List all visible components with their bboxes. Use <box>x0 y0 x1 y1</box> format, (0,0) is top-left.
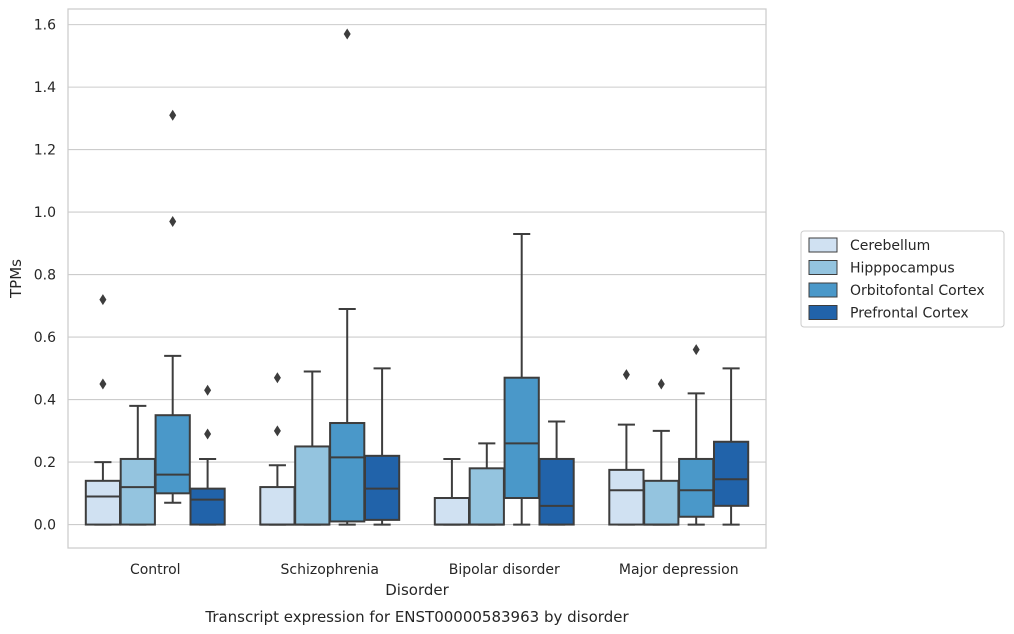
legend-label: Orbitofontal Cortex <box>850 283 985 299</box>
outlier-point <box>692 344 700 356</box>
outlier-point <box>273 372 281 384</box>
box-iqr <box>294 445 331 526</box>
box-iqr <box>503 376 540 500</box>
box-orbitofontal-cortex <box>154 109 191 504</box>
box-orbitofontal-cortex <box>503 232 540 526</box>
outlier-point <box>99 294 107 306</box>
y-tick-label: 1.4 <box>34 80 56 96</box>
y-tick-label: 0.6 <box>34 330 56 346</box>
box-iqr <box>433 497 471 526</box>
legend-label: Hipppocampus <box>850 261 955 277</box>
box-hipppocampus <box>643 378 680 526</box>
box-iqr <box>329 422 366 523</box>
box-iqr <box>678 457 715 518</box>
legend-frame <box>800 230 1005 328</box>
box-iqr <box>119 457 156 526</box>
box-iqr <box>538 457 575 526</box>
legend-swatch <box>808 260 838 275</box>
y-tick-label: 0.0 <box>34 518 56 534</box>
box-iqr <box>608 468 645 526</box>
y-axis-label: TPMs <box>7 259 25 299</box>
outlier-point <box>169 109 177 121</box>
y-axis-ticks: 0.0 0.2 0.4 0.6 0.8 1.0 1.2 1.4 1.6 <box>34 18 56 534</box>
y-tick-label: 1.6 <box>34 18 56 34</box>
box-iqr <box>468 467 505 526</box>
legend-swatch <box>808 237 838 253</box>
box-cerebellum <box>259 372 296 526</box>
box-orbitofontal-cortex <box>329 28 366 526</box>
box-iqr <box>189 487 226 526</box>
boxes <box>84 28 750 526</box>
x-axis-label: Disorder <box>385 581 449 599</box>
x-tick-label: Bipolar disorder <box>449 562 560 578</box>
box-hipppocampus <box>294 370 331 526</box>
legend-swatch <box>808 282 838 298</box>
y-tick-label: 0.2 <box>34 455 56 471</box>
box-hipppocampus <box>468 442 505 526</box>
y-tick-label: 0.4 <box>34 393 56 409</box>
outlier-point <box>99 378 107 390</box>
x-axis-ticks: Control Schizophrenia Bipolar disorder Majo… <box>130 562 739 578</box>
box-iqr <box>712 440 750 507</box>
box-iqr <box>259 486 296 526</box>
box-prefrontal-cortex <box>363 367 401 526</box>
outlier-point <box>169 215 177 227</box>
legend-label: Prefrontal Cortex <box>850 306 969 322</box>
plot-frame <box>67 8 767 549</box>
box-prefrontal-cortex <box>712 367 750 526</box>
outlier-point <box>622 369 630 381</box>
box-prefrontal-cortex <box>189 384 226 526</box>
legend: Cerebellum Hipppocampus Orbitofontal Corte… <box>800 230 1005 328</box>
box-iqr <box>84 479 122 526</box>
box-cerebellum <box>608 369 645 526</box>
outlier-point <box>273 425 281 437</box>
x-tick-label: Major depression <box>619 562 739 578</box>
legend-swatch <box>808 305 838 320</box>
legend-label: Cerebellum <box>850 238 930 254</box>
outlier-point <box>343 28 351 40</box>
box-iqr <box>643 479 680 526</box>
outlier-point <box>204 428 212 440</box>
box-hipppocampus <box>119 404 156 526</box>
y-tick-label: 1.0 <box>34 205 56 221</box>
box-cerebellum <box>84 294 122 526</box>
y-tick-label: 1.2 <box>34 143 56 159</box>
outlier-point <box>657 378 665 390</box>
box-prefrontal-cortex <box>538 420 575 526</box>
x-tick-label: Schizophrenia <box>281 562 379 578</box>
box-cerebellum <box>433 457 471 526</box>
outlier-point <box>204 384 212 396</box>
box-iqr <box>154 414 191 495</box>
x-tick-label: Control <box>130 562 181 578</box>
y-tick-label: 0.8 <box>34 268 56 284</box>
chart-caption: Transcript expression for ENST0000058396… <box>204 608 629 626</box>
box-orbitofontal-cortex <box>678 344 715 526</box>
